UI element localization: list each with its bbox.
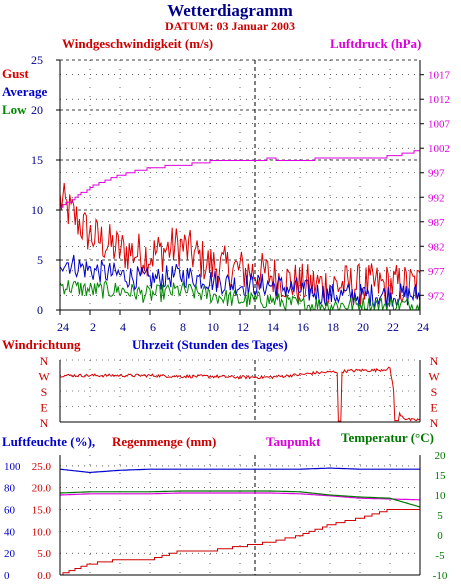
direction-right-tick-label: N: [430, 354, 439, 368]
wind-y-tick-label: 15: [31, 153, 43, 167]
direction-right-tick-label: W: [428, 370, 440, 384]
temperature-tick-label: 15: [435, 470, 447, 482]
humidity-title: Luftfeuchte (%),: [2, 434, 95, 449]
series-average-line: [59, 254, 421, 309]
temperature-tick-label: -5: [435, 550, 445, 562]
temperature-tick-label: -10: [433, 570, 448, 582]
hour-tick-label: 22: [387, 320, 399, 334]
pressure-y-tick-label: 1012: [428, 94, 450, 106]
rain-title: Regenmenge (mm): [112, 434, 216, 449]
pressure-y-tick-label: 987: [428, 217, 445, 229]
pressure-y-tick-label: 1007: [428, 119, 451, 131]
wind-direction-title: Windrichtung: [2, 337, 81, 352]
series-pressure-line: [60, 150, 420, 208]
series-humidity-line: [59, 467, 420, 474]
temperature-tick-label: 10: [435, 490, 447, 502]
series-temperature-line: [59, 490, 421, 508]
wind-y-tick-label: 0: [37, 303, 43, 317]
humidity-tick-label: 20: [4, 548, 16, 560]
hour-tick-label: 24: [417, 320, 429, 334]
wind-y-tick-label: 25: [31, 53, 43, 67]
chart-date: DATUM: 03 Januar 2003: [165, 19, 295, 33]
hour-tick-label: 8: [180, 320, 186, 334]
hour-tick-label: 14: [267, 320, 279, 334]
temperature-tick-label: 5: [437, 510, 443, 522]
hour-tick-label: 4: [120, 320, 126, 334]
rain-tick-label: 20.0: [32, 483, 52, 495]
temperature-tick-label: 20: [435, 450, 447, 462]
hour-tick-label: 6: [150, 320, 156, 334]
rain-tick-label: 25.0: [32, 461, 52, 473]
direction-right-tick-label: E: [430, 401, 437, 415]
temperature-tick-label: 0: [437, 530, 443, 542]
hour-tick-label: 16: [297, 320, 309, 334]
pressure-y-tick-label: 1017: [428, 70, 451, 82]
humidity-tick-label: 80: [4, 483, 16, 495]
humidity-tick-label: 40: [4, 526, 16, 538]
humidity-tick-label: 100: [4, 461, 21, 473]
hour-tick-label: 2: [90, 320, 96, 334]
pressure-y-tick-label: 997: [428, 168, 445, 180]
direction-left-tick-label: S: [41, 385, 48, 399]
direction-left-tick-label: N: [40, 416, 49, 430]
hour-tick-label: 12: [237, 320, 249, 334]
wind-speed-title: Windgeschwindigkeit (m/s): [62, 36, 213, 51]
wind-y-tick-label: 20: [31, 103, 43, 117]
series-low-line: [59, 279, 421, 312]
hour-tick-label: 20: [357, 320, 369, 334]
series-dewpoint-line: [59, 492, 420, 501]
legend-low: Low: [2, 102, 27, 117]
pressure-y-tick-label: 977: [428, 266, 445, 278]
rain-tick-label: 0.0: [37, 570, 51, 582]
pressure-y-tick-label: 982: [428, 241, 445, 253]
wind-y-tick-label: 5: [37, 253, 43, 267]
direction-right-tick-label: S: [431, 385, 438, 399]
time-axis-title: Uhrzeit (Stunden des Tages): [132, 337, 288, 352]
series-rain-line: [60, 509, 420, 576]
direction-right-tick-label: N: [430, 416, 439, 430]
pressure-y-tick-label: 992: [428, 192, 445, 204]
legend-average: Average: [2, 84, 47, 99]
pressure-y-tick-label: 1002: [428, 143, 450, 155]
rain-tick-label: 5.0: [37, 548, 51, 560]
series-wind-direction-line: [60, 366, 421, 422]
hour-tick-label: 24: [57, 320, 69, 334]
direction-left-tick-label: W: [38, 370, 50, 384]
legend-gust: Gust: [2, 66, 29, 81]
wind-y-tick-label: 10: [31, 203, 43, 217]
rain-tick-label: 10.0: [32, 526, 52, 538]
pressure-title: Luftdruck (hPa): [330, 36, 421, 51]
pressure-y-tick-label: 972: [428, 290, 445, 302]
direction-left-tick-label: E: [40, 401, 47, 415]
humidity-tick-label: 60: [4, 505, 16, 517]
humidity-tick-label: 0: [4, 570, 10, 582]
direction-left-tick-label: N: [40, 354, 49, 368]
rain-tick-label: 15.0: [32, 505, 52, 517]
hour-tick-label: 10: [207, 320, 219, 334]
temperature-title: Temperatur (°C): [341, 430, 434, 445]
chart-title: Wetterdiagramm: [167, 1, 293, 20]
dewpoint-title: Taupunkt: [266, 434, 321, 449]
hour-tick-label: 18: [327, 320, 339, 334]
